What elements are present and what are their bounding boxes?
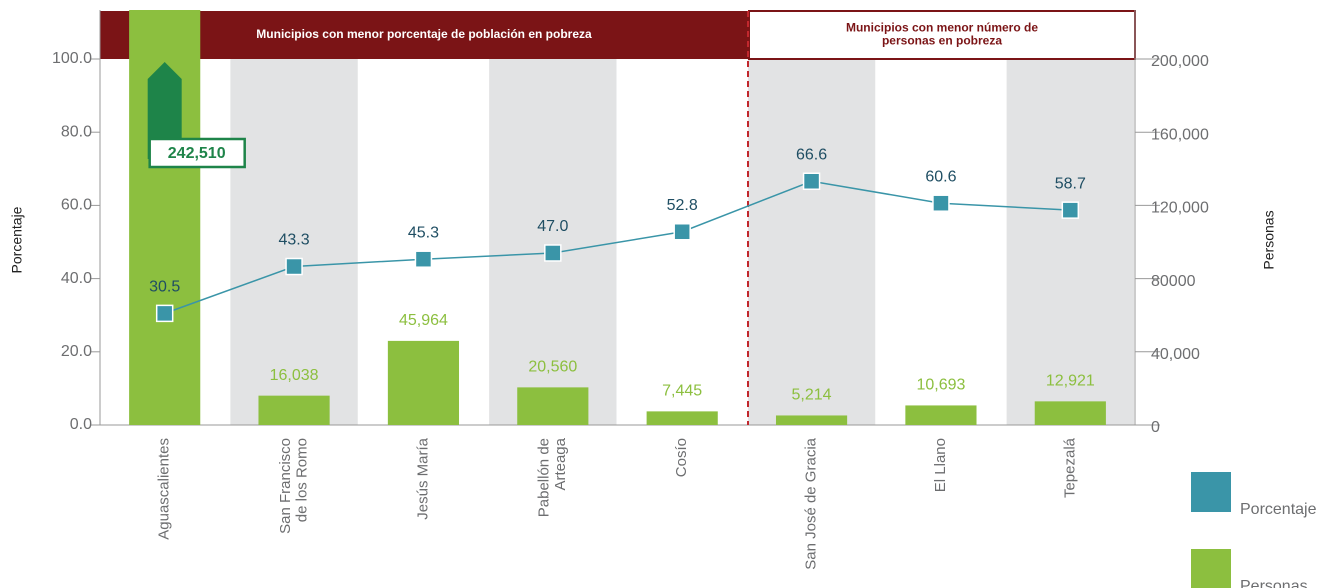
legend-swatch [1191,549,1231,588]
bar-value-label: 16,038 [270,367,319,384]
x-tick-label: Pabellón deArteaga [536,437,570,517]
line [164,180,1071,315]
line-value-label: 30.5 [149,279,180,296]
header-label: Municipios con menor porcentaje de pobla… [256,27,592,41]
background-bands [230,59,1134,425]
bar-value-label: 12,921 [1046,373,1095,390]
header-band [100,11,748,59]
legend-label: Porcentaje [1240,501,1317,518]
line-value-label: 60.6 [925,168,956,185]
y2-axis-label: Personas [1261,210,1277,269]
y-tick-label: 80.0 [61,123,92,140]
overflow-box [148,137,246,169]
line-marker [285,257,303,276]
line-value-label: 45.3 [408,224,439,241]
y-tick-label: 20.0 [61,343,92,360]
y2-tick-label: 200,000 [1151,53,1209,70]
line-value-label: 47.0 [537,218,568,235]
bar-value-label: 20,560 [528,359,577,376]
line-value-label: 58.7 [1055,175,1086,192]
bar-value-label: 7,445 [662,383,702,400]
bar [646,411,718,425]
y2-tick-label: 80000 [1151,273,1196,290]
line-value-label: 43.3 [278,232,309,249]
bar-value-label: 242,510 [168,145,226,162]
y-tick-label: 40.0 [61,270,92,287]
legend-swatch [1191,472,1231,512]
line-value-label: 66.6 [796,146,827,163]
band-shade [747,59,876,425]
y-tick-label: 0.0 [70,416,92,433]
bar [517,387,589,425]
line-value-label: 52.8 [667,197,698,214]
x-tick-label: San José de Gracia [803,437,820,569]
band-shade [230,59,358,425]
bar [775,415,848,425]
y2-tick-label: 160,000 [1151,126,1209,143]
y-tick-label: 60.0 [61,197,92,214]
x-tick-label: Jesús María [414,437,431,519]
overflow-arrow [147,62,182,159]
band-shade [1006,59,1134,425]
x-tick-label: San Franciscode los Romo [277,438,311,534]
bar-value-label: 5,214 [792,387,832,404]
x-tick-label: Aguascalientes [156,438,173,540]
y-axis-label: Porcentaje [9,206,25,273]
line-marker [932,194,950,212]
bar [905,405,977,425]
bar [1034,401,1106,425]
y2-tick-label: 120,000 [1151,200,1209,217]
bar-value-label: 45,964 [399,312,448,329]
line-marker [155,304,174,323]
bar [387,340,460,425]
line-marker [673,223,691,241]
legend-label: Personas [1240,578,1308,588]
y2-tick-label: 0 [1151,419,1160,436]
header-label: Municipios con menor número de personas e… [846,21,1038,48]
y-tick-label: 100.0 [52,50,92,67]
bar-value-label: 10,693 [916,377,965,394]
x-tick-label: El Llano [932,438,949,492]
line-marker [544,244,562,262]
line-marker [802,172,821,190]
x-tick-label: Tepezalá [1061,437,1078,498]
bar [258,395,330,425]
y2-tick-label: 40,000 [1151,346,1200,363]
x-tick-label: Cosío [673,438,690,477]
line-marker [414,250,433,268]
band-shade [489,59,617,425]
line-marker [1061,201,1080,219]
